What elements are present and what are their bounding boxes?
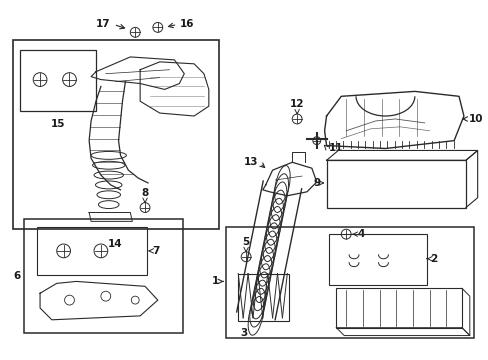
Text: 7: 7	[152, 246, 159, 256]
Bar	[226, 227, 473, 338]
Text: 6: 6	[13, 271, 20, 282]
Text: 13: 13	[243, 157, 257, 167]
Text: 17: 17	[96, 19, 110, 30]
Bar	[336, 288, 461, 328]
Text: 1: 1	[211, 276, 218, 287]
Bar	[24, 219, 183, 333]
Bar	[326, 160, 465, 208]
Text: 8: 8	[141, 188, 148, 198]
Bar	[13, 40, 218, 229]
Text: 14: 14	[108, 239, 122, 249]
Bar	[20, 50, 96, 111]
Text: 2: 2	[430, 254, 437, 264]
Text: 12: 12	[289, 99, 304, 109]
Text: 9: 9	[313, 178, 320, 188]
Text: 4: 4	[357, 229, 365, 239]
Text: 15: 15	[50, 119, 65, 129]
Text: 16: 16	[179, 19, 194, 30]
Text: 11: 11	[328, 144, 342, 153]
Text: 3: 3	[240, 328, 247, 338]
Bar	[37, 227, 147, 275]
Bar	[238, 274, 289, 321]
Text: 10: 10	[468, 114, 482, 124]
Bar	[328, 234, 426, 285]
Text: 5: 5	[242, 237, 249, 247]
